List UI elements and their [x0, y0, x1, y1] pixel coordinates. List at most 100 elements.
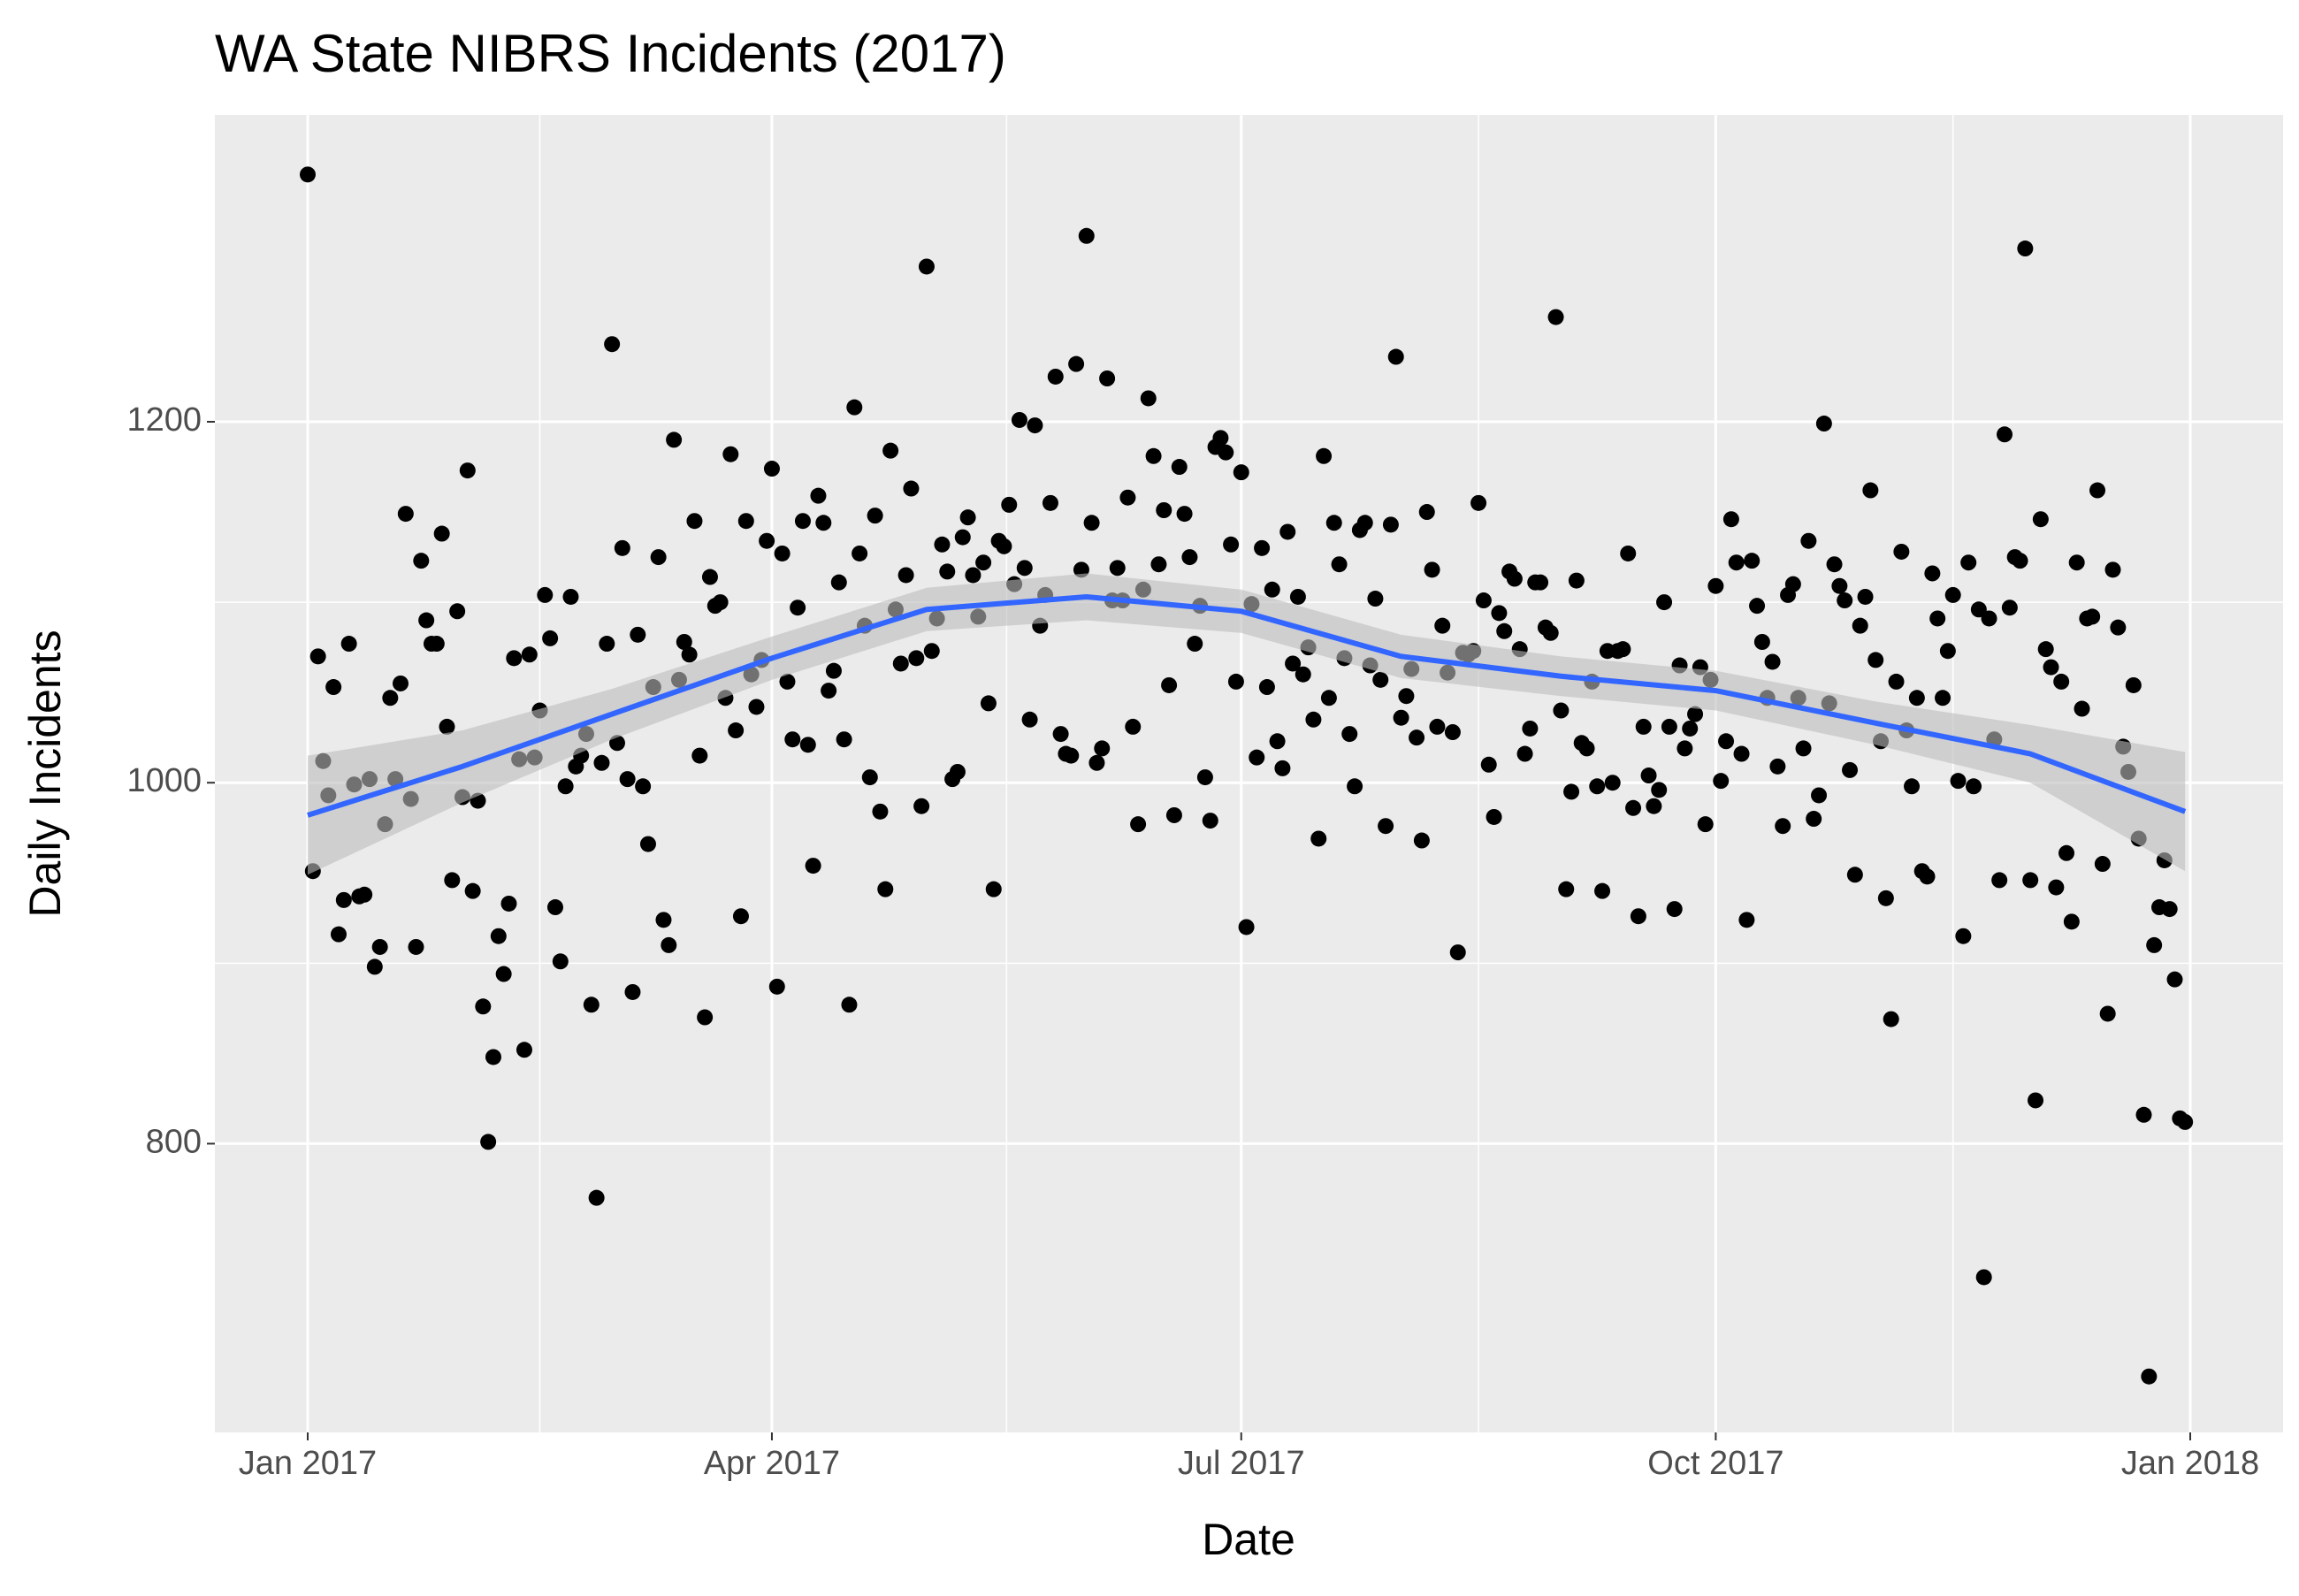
point	[1677, 740, 1693, 757]
point	[1418, 504, 1435, 521]
point	[980, 695, 997, 712]
point	[877, 881, 894, 897]
point	[1516, 745, 1533, 762]
confidence-band	[307, 573, 2186, 875]
point	[506, 650, 523, 667]
point	[1011, 411, 1027, 428]
point	[872, 803, 889, 820]
point	[542, 630, 559, 646]
point	[1233, 464, 1249, 481]
point	[1156, 502, 1172, 518]
y-axis-label: Daily Incidents	[20, 630, 70, 917]
point	[1970, 601, 1987, 618]
point	[1424, 561, 1440, 578]
point	[2068, 554, 2085, 571]
point	[759, 532, 775, 549]
point	[1924, 565, 1941, 582]
y-tick-label: 1200	[126, 401, 202, 439]
point	[1347, 778, 1363, 795]
point	[1883, 1011, 1899, 1027]
point	[2110, 619, 2127, 636]
point	[1764, 653, 1781, 670]
point	[897, 567, 914, 584]
point	[1738, 912, 1755, 928]
point	[1491, 605, 1508, 622]
x-tick-label: Apr 2017	[704, 1445, 840, 1482]
point	[444, 872, 461, 889]
point	[1929, 610, 1946, 627]
point	[1542, 624, 1559, 641]
point	[1176, 506, 1193, 523]
point	[557, 778, 574, 795]
point	[1047, 368, 1064, 385]
point	[779, 673, 796, 690]
point	[841, 997, 858, 1013]
point	[1651, 782, 1668, 798]
point	[1604, 775, 1621, 791]
point	[1258, 679, 1275, 696]
point	[1161, 676, 1178, 693]
point	[852, 545, 868, 561]
point	[1094, 740, 1111, 757]
point	[2043, 659, 2059, 676]
point	[459, 462, 476, 479]
point	[330, 926, 347, 943]
point	[624, 983, 641, 1000]
point	[2053, 673, 2070, 690]
point	[918, 258, 935, 275]
point	[1944, 586, 1961, 603]
point	[1223, 536, 1240, 553]
point	[1274, 760, 1291, 776]
point	[1470, 494, 1487, 511]
point	[1532, 574, 1549, 591]
point	[1249, 749, 1265, 766]
point	[1295, 666, 1311, 683]
point	[1728, 554, 1745, 571]
point	[903, 480, 920, 497]
point	[712, 594, 729, 611]
point	[1021, 711, 1038, 728]
point	[1960, 554, 1977, 571]
point	[1831, 577, 1848, 594]
point	[1966, 778, 1982, 795]
point	[2017, 241, 2034, 257]
point	[1165, 806, 1182, 823]
point	[2146, 936, 2163, 953]
point	[1687, 706, 1704, 722]
point	[439, 718, 455, 735]
point	[805, 858, 821, 874]
point	[1877, 890, 1894, 906]
point	[836, 731, 852, 748]
point	[722, 446, 739, 462]
point	[867, 508, 883, 524]
point	[433, 525, 450, 542]
point	[1784, 576, 1801, 592]
point	[604, 336, 621, 353]
point	[1646, 798, 1662, 814]
point	[1682, 720, 1699, 737]
point	[1171, 459, 1188, 476]
point	[1908, 690, 1925, 706]
point	[1187, 636, 1203, 653]
point	[1475, 592, 1492, 609]
point	[366, 958, 383, 975]
point	[1811, 787, 1828, 804]
point	[1826, 556, 1843, 573]
point	[1393, 709, 1409, 726]
point	[1398, 688, 1415, 705]
point	[1775, 818, 1791, 835]
point	[2048, 879, 2065, 896]
point	[1955, 928, 1972, 944]
point	[830, 574, 847, 591]
point	[1305, 711, 1322, 728]
point	[1718, 733, 1735, 750]
point	[2063, 913, 2080, 930]
point	[790, 599, 806, 616]
point	[2037, 641, 2054, 658]
point	[1625, 799, 1642, 816]
point	[2099, 1005, 2116, 1022]
point	[1310, 830, 1327, 847]
point	[408, 938, 424, 955]
point	[371, 938, 388, 955]
point	[892, 655, 909, 672]
